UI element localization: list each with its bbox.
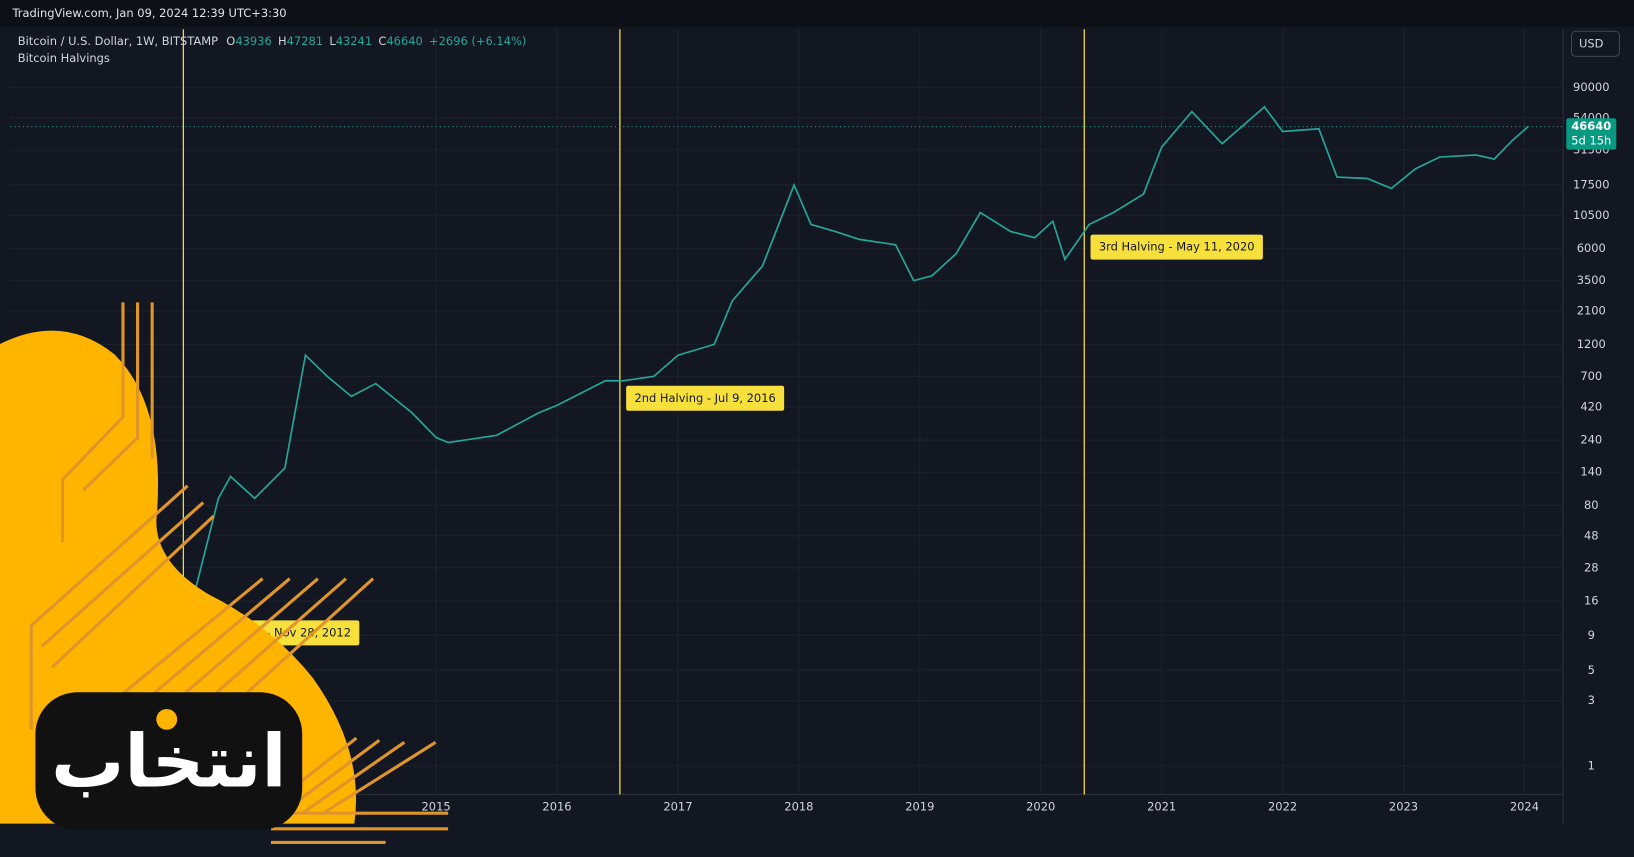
ohlc-value: 43241 xyxy=(336,34,372,48)
logo-circuit xyxy=(29,302,449,844)
y-tick-label: 17500 xyxy=(1573,177,1609,191)
x-tick-label: 2015 xyxy=(422,799,451,813)
x-tick-label: 2023 xyxy=(1389,799,1418,813)
last-price-box xyxy=(1566,118,1617,150)
y-tick-label: 140 xyxy=(1580,465,1602,479)
y-tick-label: 48 xyxy=(1584,528,1599,542)
logo-badge xyxy=(35,692,303,830)
y-tick-label: 240 xyxy=(1580,433,1602,447)
x-tick-label: 2021 xyxy=(1147,799,1176,813)
x-tick-label: 2019 xyxy=(905,799,934,813)
legend: Bitcoin / U.S. Dollar, 1W, BITSTAMP Bitc… xyxy=(18,34,527,65)
ohlc-value: 43936 xyxy=(235,34,271,48)
x-tick-label: 2022 xyxy=(1268,799,1297,813)
price-line xyxy=(187,105,1529,619)
y-tick-label: 700 xyxy=(1580,369,1602,383)
currency: USD xyxy=(1579,36,1604,50)
ohlc-key: H xyxy=(278,34,287,48)
watermark-text: انتخاب xyxy=(51,719,286,804)
y-tick-label: 28 xyxy=(1584,560,1599,574)
y-tick-label: 90000 xyxy=(1573,80,1609,94)
currency-button[interactable] xyxy=(1570,30,1620,57)
halving-label-box xyxy=(626,385,785,411)
y-tick-label: 420 xyxy=(1580,399,1602,413)
y-tick-label: 9 xyxy=(1588,628,1595,642)
y-tick-label: 16 xyxy=(1584,594,1599,608)
ohlc-key: O xyxy=(226,34,235,48)
logo-coin xyxy=(156,708,178,730)
x-tick-label: 2024 xyxy=(1510,799,1539,813)
countdown: 5d 15h xyxy=(1571,134,1611,148)
header: TradingView.com, Jan 09, 2024 12:39 UTC+… xyxy=(12,6,287,20)
watermark-logo: انتخاب xyxy=(0,302,449,844)
x-tick-label: 2020 xyxy=(1026,799,1055,813)
chart-title: Bitcoin / U.S. Dollar, 1W, BITSTAMP xyxy=(18,34,218,48)
ohlc-value: 47281 xyxy=(287,34,323,48)
x-tick-label: 2018 xyxy=(784,799,813,813)
y-tick-label: 1 xyxy=(1588,759,1595,773)
change: +2696 (+6.14%) xyxy=(429,34,526,48)
halving-label-box xyxy=(1090,234,1263,260)
header-bar xyxy=(0,0,1634,28)
x-tick-label: 2017 xyxy=(663,799,692,813)
x-tick-label: 2016 xyxy=(542,799,571,813)
halving-label: 2nd Halving - Jul 9, 2016 xyxy=(634,391,775,405)
y-tick-label: 5 xyxy=(1588,663,1595,677)
ohlc-key: C xyxy=(378,34,386,48)
ohlc-key: L xyxy=(329,34,336,48)
ohlc-value: 46640 xyxy=(386,34,422,48)
y-tick-label: 1200 xyxy=(1577,337,1606,351)
y-tick-label: 80 xyxy=(1584,498,1599,512)
indicator-name: Bitcoin Halvings xyxy=(18,51,110,65)
halving-label: 3rd Halving - May 11, 2020 xyxy=(1099,240,1255,254)
y-tick-label: 3500 xyxy=(1577,273,1606,287)
y-tick-label: 2100 xyxy=(1577,304,1606,318)
y-tick-label: 10500 xyxy=(1573,208,1609,222)
y-tick-label: 6000 xyxy=(1577,241,1606,255)
y-tick-label: 3 xyxy=(1588,693,1595,707)
last-price-label: 46640 xyxy=(1571,119,1611,133)
